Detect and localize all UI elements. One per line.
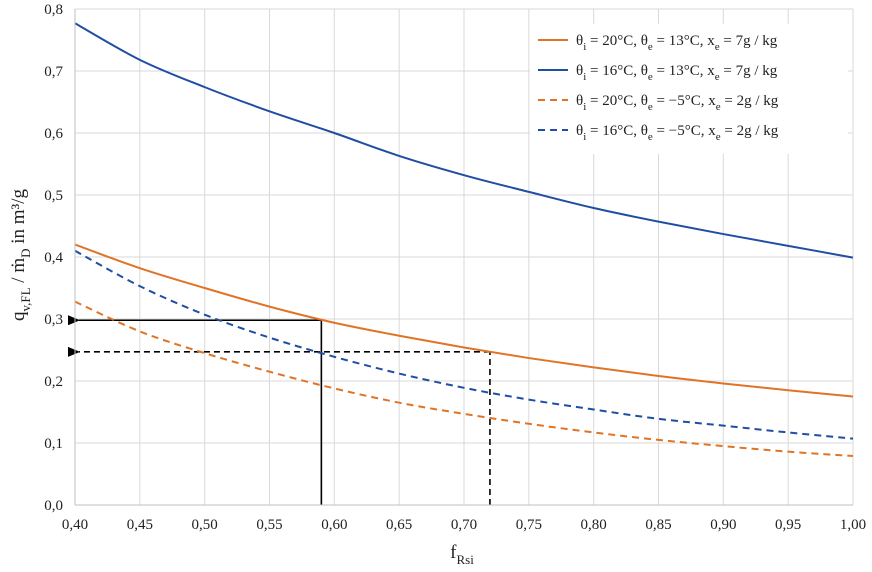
x-tick-labels: 0,40 0,45 0,50 0,55 0,60 0,65 0,70 0,75 0,80 0,85… [62,517,866,533]
y-axis-title: qv,FL / ṁD in m³/g [8,188,33,321]
y-tick-labels: 0,0 0,1 0,2 0,3 0,4 0,5 0,6 0,7 0,8 [44,2,63,514]
series-line-2 [74,22,854,259]
legend-background [530,24,848,154]
y-tick-label: 0,3 [44,312,63,328]
y-axis-title-main: q [8,311,29,321]
x-tick-label: 0,95 [775,517,801,533]
y-tick-label: 0,1 [44,436,63,452]
x-tick-label: 0,85 [645,517,671,533]
y-tick-label: 0,0 [44,498,63,514]
x-axis-title-sub: Rsi [456,552,474,567]
reading-annotations [68,315,491,505]
series-lines [74,22,854,458]
axes [74,9,853,506]
y-tick-label: 0,5 [44,188,63,204]
x-tick-label: 0,80 [581,517,607,533]
x-axis-title-main: f [450,542,457,563]
x-tick-label: 0,90 [710,517,736,533]
y-axis-title-sub2: D [18,249,33,258]
y-tick-label: 0,4 [44,250,63,266]
legend-label-1: θi = 20°C, θe = 13°C, xe = 7g / kg [576,33,778,53]
y-axis-title-sub: v,FL [18,287,33,311]
x-tick-label: 0,40 [62,517,88,533]
series-line-1 [74,243,854,398]
y-tick-label: 0,6 [44,126,63,142]
legend-label-2: θi = 16°C, θe = 13°C, xe = 7g / kg [576,63,778,83]
x-tick-label: 0,50 [192,517,218,533]
x-axis-title: fRsi [450,542,474,567]
legend: θi = 20°C, θe = 13°C, xe = 7g / kg θi = 1… [530,24,848,154]
y-axis-title-rest: / ṁ [8,258,29,288]
y-tick-label: 0,7 [44,64,63,80]
legend-label-4: θi = 16°C, θe = −5°C, xe = 2g / kg [576,123,779,143]
y-tick-label: 0,8 [44,2,63,18]
x-tick-label: 0,75 [516,517,542,533]
x-tick-label: 0,65 [386,517,412,533]
legend-label-3: θi = 20°C, θe = −5°C, xe = 2g / kg [576,93,779,113]
y-axis-title-unit: in m³/g [8,188,29,248]
x-tick-label: 0,45 [127,517,153,533]
x-tick-label: 0,55 [256,517,282,533]
x-tick-label: 0,70 [451,517,477,533]
series-line-4 [74,249,854,440]
x-tick-label: 1,00 [840,517,866,533]
y-tick-label: 0,2 [44,374,63,390]
x-tick-label: 0,60 [321,517,347,533]
